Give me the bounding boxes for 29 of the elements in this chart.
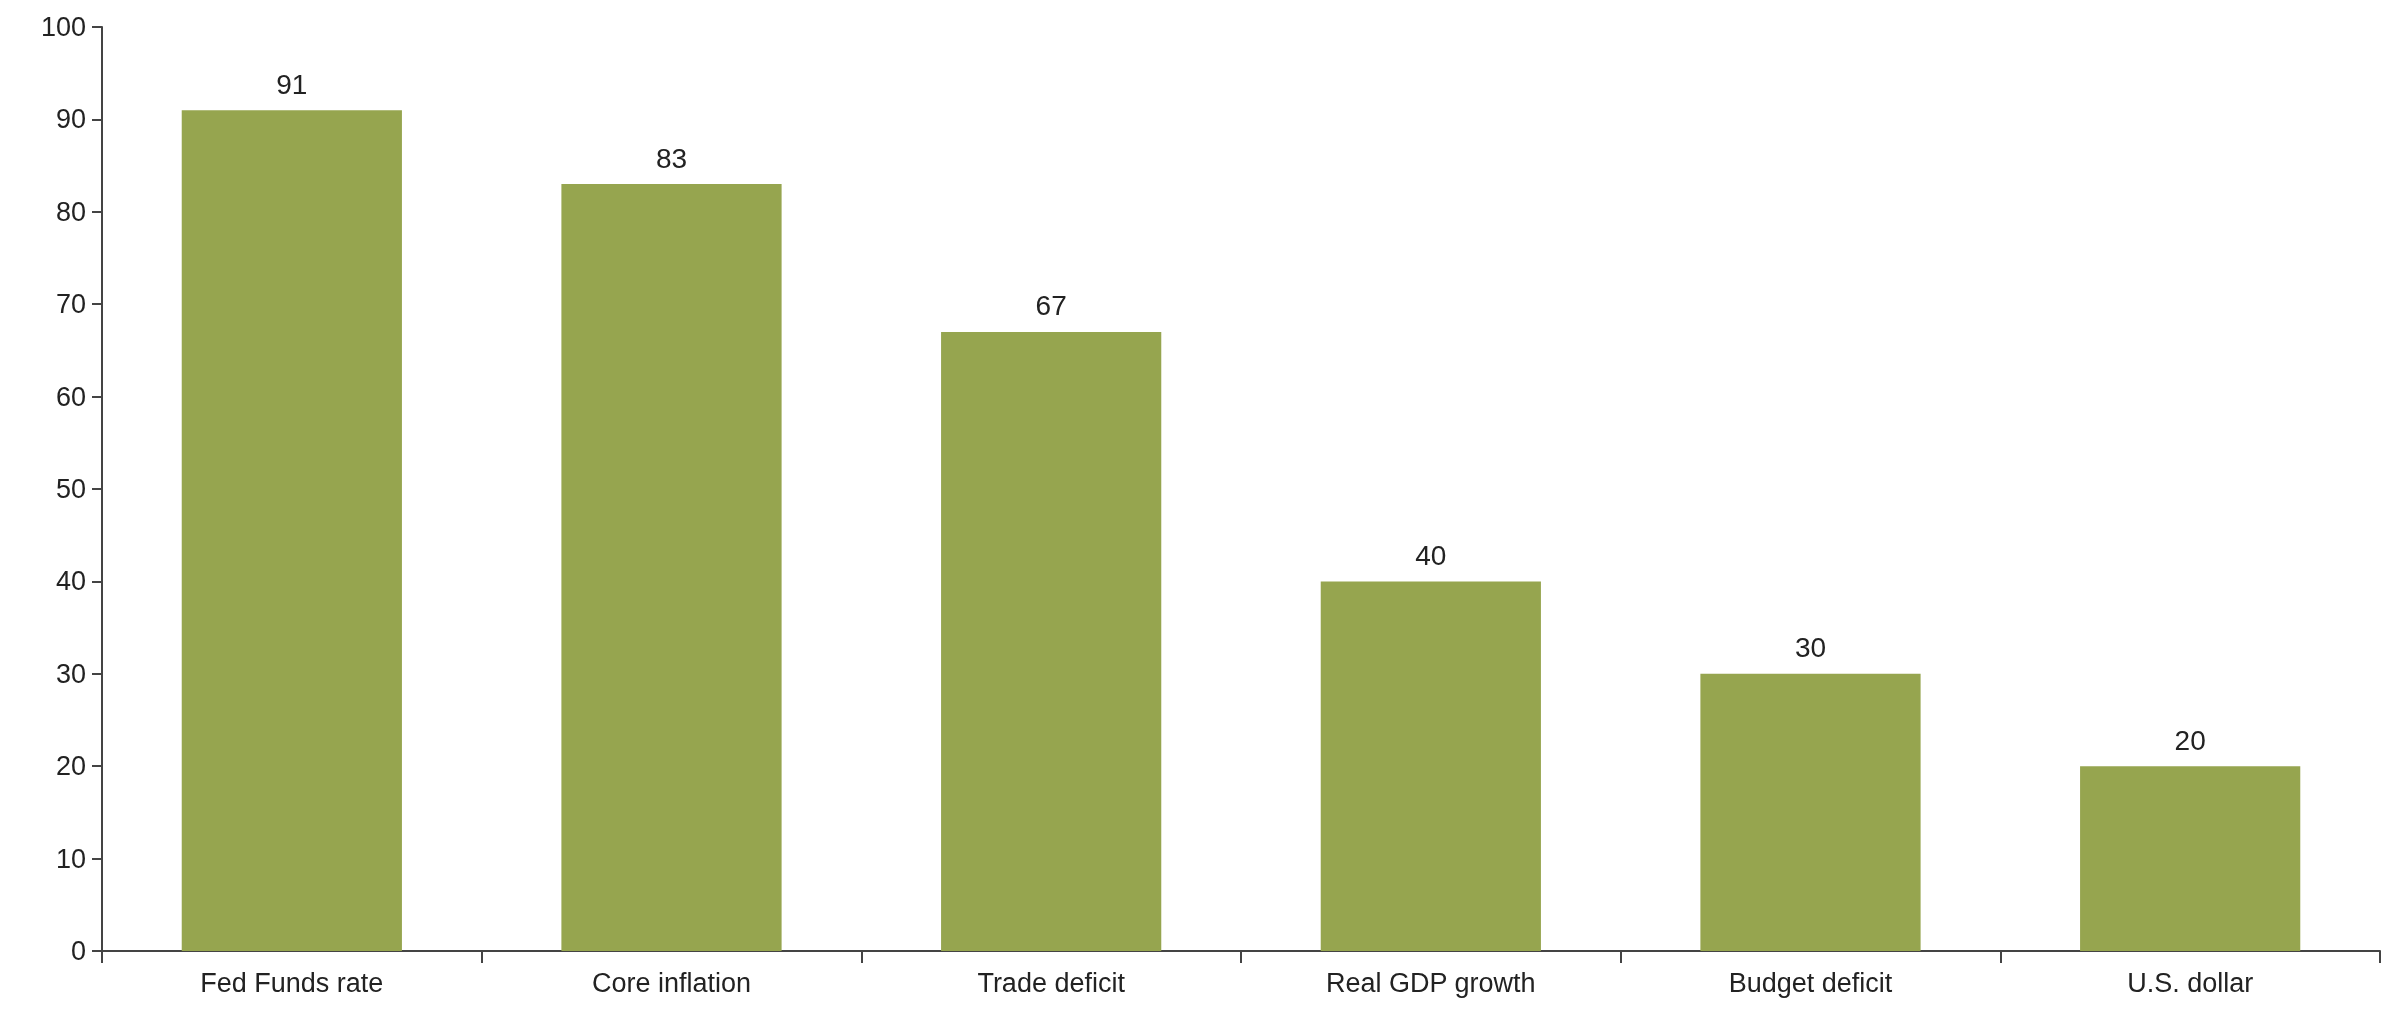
bar (181, 110, 402, 951)
y-tick-label: 40 (55, 566, 86, 597)
bar (941, 331, 1162, 951)
x-tick-label: U.S. dollar (2127, 967, 2254, 998)
data-label: 30 (1794, 632, 1827, 664)
y-tick-label: 70 (55, 289, 86, 320)
x-tick-label: Trade deficit (977, 967, 1126, 998)
data-label: 40 (1415, 539, 1447, 571)
y-tick-label: 20 (55, 751, 86, 782)
bar (1320, 581, 1541, 951)
data-label: 67 (1035, 290, 1067, 322)
y-tick-label: 90 (55, 104, 86, 135)
x-tick-label: Real GDP growth (1326, 967, 1536, 998)
data-label: 83 (655, 142, 688, 174)
y-tick-label: 10 (55, 843, 86, 874)
x-tick-label: Fed Funds rate (200, 967, 384, 998)
y-tick-label: 30 (55, 658, 86, 689)
y-tick-label: 100 (40, 12, 86, 42)
x-tick-label: Core inflation (591, 967, 752, 998)
x-tick-label: Budget deficit (1728, 967, 1893, 998)
data-label: 91 (276, 68, 308, 100)
data-label: 20 (2174, 724, 2206, 756)
bar (2080, 766, 2301, 951)
y-tick-label: 0 (70, 936, 86, 966)
y-tick-label: 60 (55, 381, 86, 412)
bar (561, 184, 782, 951)
y-tick-label: 80 (55, 196, 86, 227)
y-tick-label: 50 (55, 474, 86, 504)
bar (1700, 673, 1921, 951)
